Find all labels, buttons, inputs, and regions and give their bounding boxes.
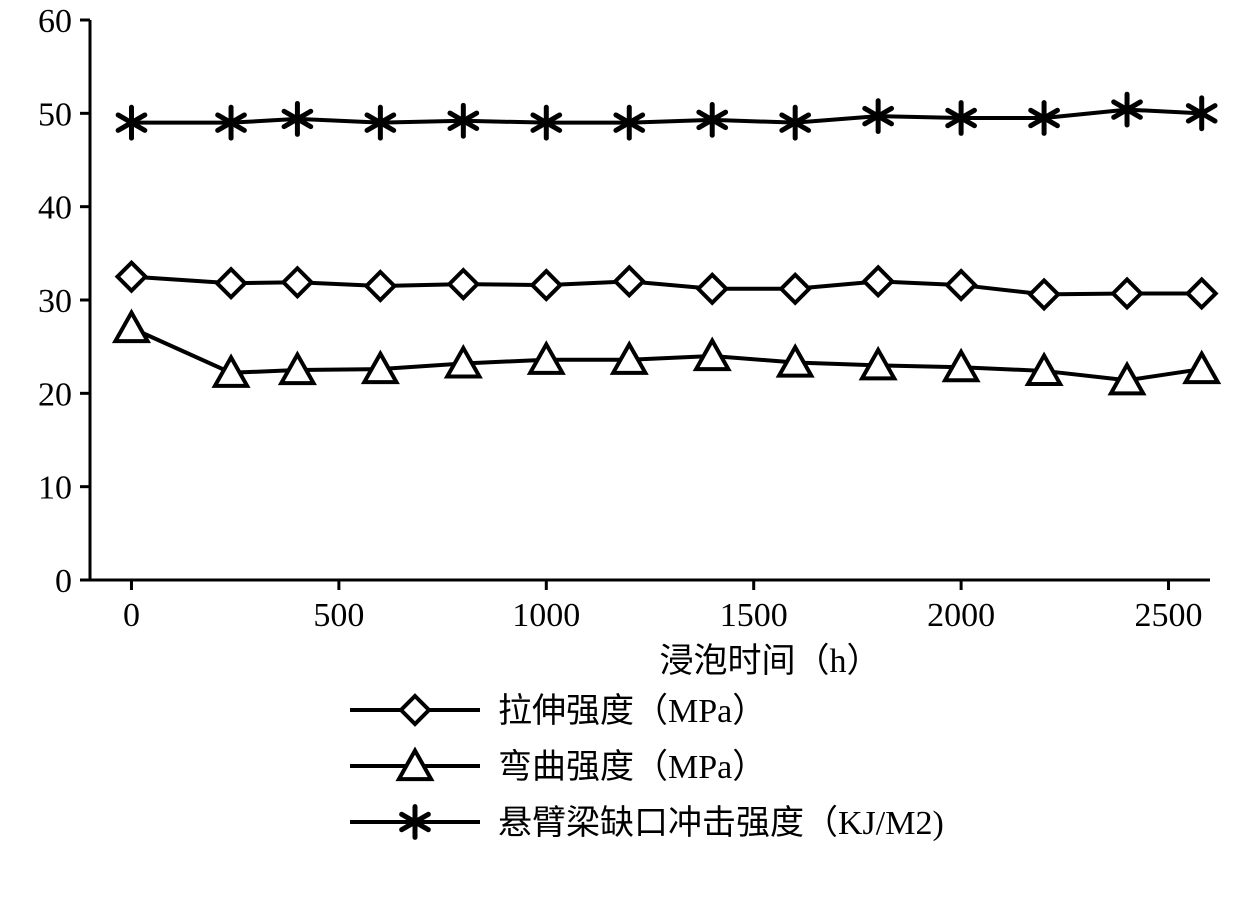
x-tick-label: 0 xyxy=(123,597,140,634)
legend-label: 弯曲强度（MPa） xyxy=(498,748,766,786)
y-tick-label: 10 xyxy=(38,470,72,507)
y-tick-label: 0 xyxy=(55,563,72,600)
legend-label: 拉伸强度（MPa） xyxy=(498,692,766,730)
x-axis-label: 浸泡时间（h） xyxy=(660,642,881,680)
legend-label: 悬臂梁缺口冲击强度（KJ/M2) xyxy=(498,804,944,842)
legend-item-1: 弯曲强度（MPa） xyxy=(350,748,766,786)
y-tick-label: 60 xyxy=(38,3,72,40)
x-tick-label: 500 xyxy=(313,597,364,634)
y-tick-label: 30 xyxy=(38,283,72,320)
y-tick-label: 50 xyxy=(38,96,72,133)
x-tick-label: 1000 xyxy=(512,597,580,634)
x-tick-label: 1500 xyxy=(720,597,788,634)
line-chart: 0 10 20 30 40 50 60 0 500 1000 1500 2000 2500 浸泡时间（h）… xyxy=(0,0,1240,918)
x-tick-label: 2000 xyxy=(927,597,995,634)
y-tick-label: 20 xyxy=(38,376,72,413)
x-tick-label: 2500 xyxy=(1135,597,1203,634)
chart-container: 0 10 20 30 40 50 60 0 500 1000 1500 2000 2500 浸泡时间（h）… xyxy=(0,0,1240,918)
y-tick-label: 40 xyxy=(38,190,72,227)
